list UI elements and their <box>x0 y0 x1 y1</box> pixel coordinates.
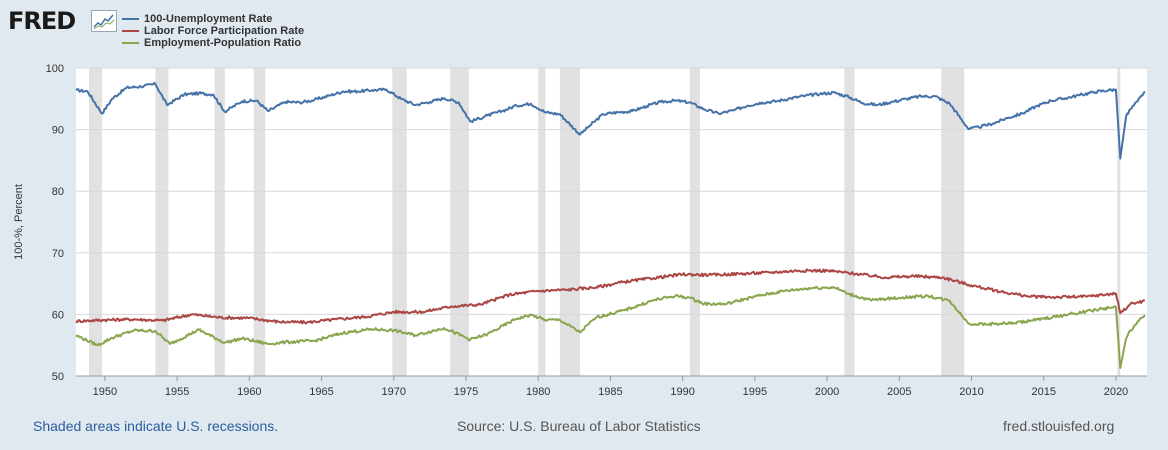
recession-band <box>253 68 266 376</box>
x-tick-label: 1995 <box>743 386 767 398</box>
series-line <box>75 285 1146 369</box>
recession-band <box>559 68 581 376</box>
x-tick-label: 2010 <box>959 386 983 398</box>
x-tick-label: 2005 <box>887 386 911 398</box>
recession-band <box>88 68 102 376</box>
x-tick-label: 1980 <box>526 386 550 398</box>
site-link[interactable]: fred.stlouisfed.org <box>1003 418 1115 434</box>
legend-item[interactable]: Employment-Population Ratio <box>122 37 304 49</box>
series-line <box>75 268 1146 325</box>
legend-swatch <box>122 42 139 44</box>
x-tick-label: 1970 <box>382 386 406 398</box>
recession-band <box>538 68 546 376</box>
recession-band <box>689 68 700 376</box>
legend-swatch <box>122 18 139 20</box>
series-lines <box>75 81 1146 369</box>
legend-item[interactable]: 100-Unemployment Rate <box>122 13 304 25</box>
legend-swatch <box>122 30 139 32</box>
x-tick-label: 1985 <box>598 386 622 398</box>
y-tick-label: 80 <box>52 186 64 198</box>
legend-label: 100-Unemployment Rate <box>144 13 273 25</box>
x-tick-label: 1975 <box>454 386 478 398</box>
x-tick-label: 1960 <box>237 386 261 398</box>
recession-band <box>1117 68 1121 376</box>
recession-band <box>844 68 855 376</box>
chart-legend: 100-Unemployment Rate Labor Force Partici… <box>122 13 304 49</box>
legend-item[interactable]: Labor Force Participation Rate <box>122 25 304 37</box>
x-axis-ticks: 1950 1955 1960 1965 1970 1975 1980 1985 1990 1995… <box>76 375 1147 398</box>
x-tick-label: 1965 <box>309 386 333 398</box>
recession-band <box>450 68 469 376</box>
recession-band <box>214 68 225 376</box>
y-tick-label: 60 <box>52 309 64 321</box>
y-tick-label: 100 <box>46 63 64 75</box>
x-tick-label: 2000 <box>815 386 839 398</box>
y-tick-label: 50 <box>52 371 64 383</box>
y-axis-ticks: 50 60 70 80 90 100 <box>46 63 64 383</box>
recession-note-link[interactable]: Shaded areas indicate U.S. recessions. <box>33 418 279 434</box>
y-tick-label: 90 <box>52 125 64 137</box>
chart-header: FRED 100-Unemployment Rate Labor Force Pa… <box>0 0 1168 58</box>
y-tick-label: 70 <box>52 248 64 260</box>
recession-band <box>155 68 169 376</box>
series-line <box>75 81 1146 160</box>
sparkline-chart-icon <box>91 10 117 32</box>
fred-logo[interactable]: FRED <box>8 7 76 35</box>
x-tick-label: 1950 <box>93 386 117 398</box>
recession-band <box>392 68 407 376</box>
legend-label: Employment-Population Ratio <box>144 37 302 49</box>
x-tick-label: 1990 <box>670 386 694 398</box>
source-text: Source: U.S. Bureau of Labor Statistics <box>457 418 701 434</box>
recession-shading <box>88 68 1121 376</box>
y-axis-label: 100-%, Percent <box>13 184 25 260</box>
x-tick-label: 1955 <box>165 386 189 398</box>
legend-label: Labor Force Participation Rate <box>144 25 305 37</box>
recession-band <box>941 68 965 376</box>
x-tick-label: 2015 <box>1031 386 1055 398</box>
x-tick-label: 2020 <box>1104 386 1128 398</box>
